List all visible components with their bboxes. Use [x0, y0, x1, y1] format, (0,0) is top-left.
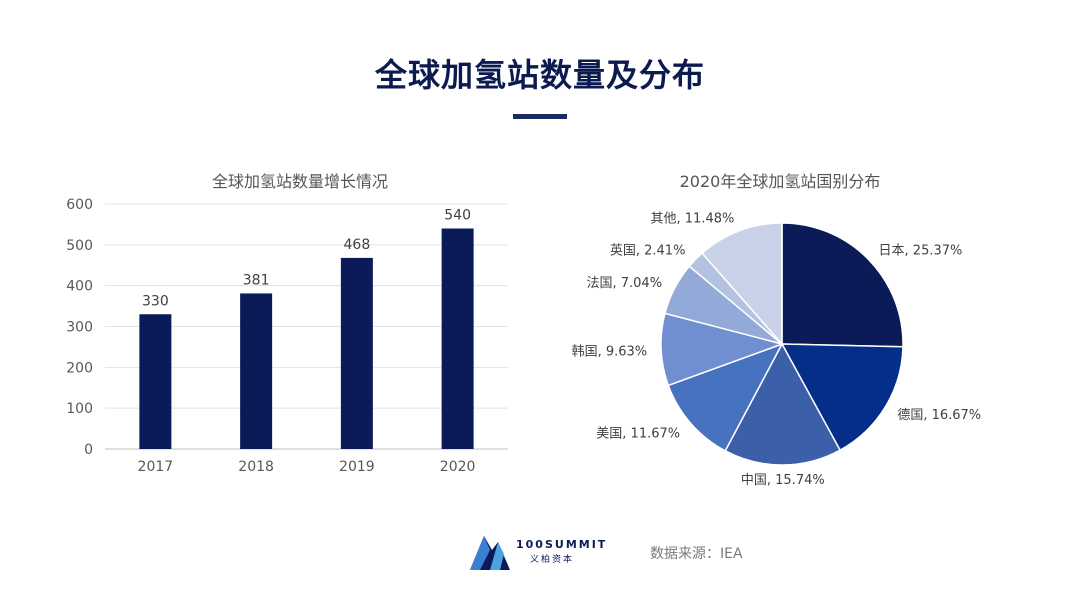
- data-source: 数据来源：IEA: [650, 546, 743, 562]
- bar: [240, 293, 273, 449]
- page-title: 全球加氢站数量及分布: [374, 56, 705, 94]
- pie-slice-德国: [780, 343, 904, 452]
- title-divider: [513, 114, 567, 119]
- bar: [139, 314, 172, 449]
- y-tick-label: 0: [84, 442, 93, 458]
- bar: [340, 257, 373, 449]
- pie-slice-美国: [667, 342, 784, 452]
- bar-data-label: 381: [243, 272, 270, 288]
- logo-subtext: 义柏资本: [530, 553, 574, 565]
- pie-label: 法国, 7.04%: [586, 276, 662, 291]
- y-tick-label: 300: [66, 320, 93, 336]
- bar-chart-title: 全球加氢站数量增长情况: [211, 172, 388, 191]
- pie-chart-title: 2020年全球加氢站国别分布: [679, 172, 881, 191]
- y-tick-label: 200: [66, 360, 93, 376]
- y-tick-label: 600: [66, 197, 93, 213]
- logo-wordmark: 100SUMMIT: [516, 538, 607, 551]
- bar: [441, 228, 474, 449]
- bar-data-label: 540: [444, 208, 471, 224]
- pie-label: 德国, 16.67%: [897, 408, 981, 423]
- pie-label: 日本, 25.37%: [879, 244, 963, 259]
- pie-label: 其他, 11.48%: [651, 212, 735, 227]
- x-tick-label: 2018: [238, 459, 274, 475]
- x-tick-label: 2020: [440, 459, 476, 475]
- pie-slice-中国: [724, 342, 842, 466]
- bar-data-label: 330: [142, 293, 169, 309]
- pie-label: 英国, 2.41%: [610, 244, 686, 259]
- 100summit-logo: 100SUMMIT 义柏资本: [470, 536, 607, 570]
- x-tick-label: 2017: [138, 459, 174, 475]
- pie-slice-日本: [781, 222, 904, 348]
- pie-slice-其他: [701, 222, 783, 346]
- x-tick-label: 2019: [339, 459, 375, 475]
- pie-chart: 日本, 25.37% 德国, 16.67% 中国, 15.74% 美国, 11.67%…: [572, 212, 982, 488]
- bar-data-label: 468: [344, 237, 371, 253]
- pie-label: 中国, 15.74%: [741, 473, 825, 488]
- pie-label: 韩国, 9.63%: [572, 344, 648, 359]
- y-tick-label: 500: [66, 238, 93, 254]
- y-tick-label: 400: [66, 279, 93, 295]
- bar-chart: 0 100 200 300 400 500 600 330 2017 381 2018 468 2019…: [66, 197, 508, 475]
- pie-label: 美国, 11.67%: [596, 427, 680, 442]
- y-tick-label: 100: [66, 401, 93, 417]
